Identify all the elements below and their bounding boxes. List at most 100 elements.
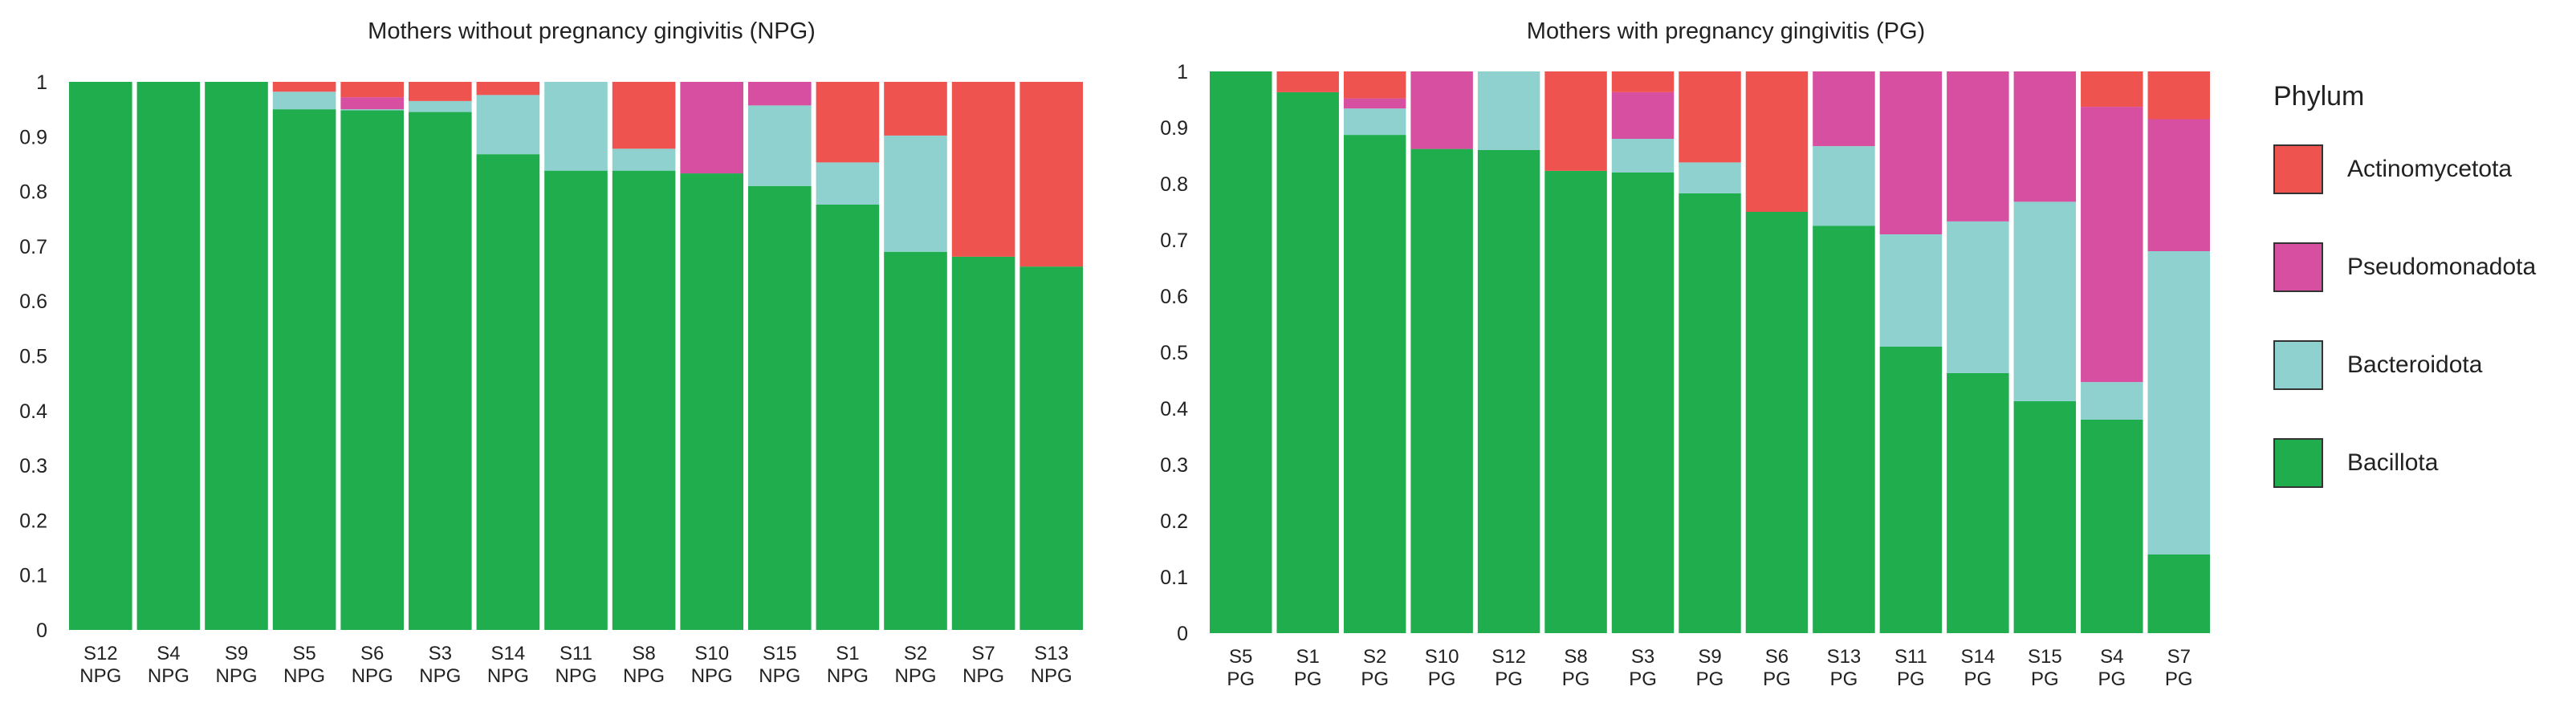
x-tick-group-label: NPG (962, 665, 1004, 687)
x-tick-group-label: PG (1294, 668, 1322, 690)
legend-item-pseudomonadota: Pseudomonadota (2273, 241, 2562, 294)
bar-s13-bacillota (1019, 266, 1083, 630)
bar-s7-actinomycetota (951, 82, 1015, 257)
x-tick-label: S3 (1631, 646, 1654, 668)
y-tick-label: 0.4 (1160, 398, 1188, 420)
x-tick-label: S5 (292, 643, 315, 664)
x-tick-label: S9 (1698, 646, 1721, 668)
legend-swatch-pseudomonadota (2273, 242, 2323, 292)
x-tick-label: S2 (904, 643, 927, 664)
x-tick-group-label: NPG (623, 665, 665, 687)
bar-s13-actinomycetota (1019, 82, 1083, 267)
bar-s14-pseudomonadota (1947, 71, 2009, 221)
bar-s2-pseudomonadota (1343, 98, 1406, 109)
x-tick-group-label: PG (1897, 668, 1925, 690)
x-tick-group-label: PG (1361, 668, 1389, 690)
x-tick-group-label: PG (2165, 668, 2193, 690)
x-tick-group-label: NPG (487, 665, 529, 687)
bar-s4-bacillota (2081, 420, 2143, 633)
bar-s5-bacteroidota (272, 91, 336, 110)
bar-s10-bacillota (1410, 148, 1473, 634)
legend-item-bacillota: Bacillota (2273, 437, 2562, 490)
bar-s7-actinomycetota (2147, 71, 2210, 120)
legend-swatch-actinomycetota (2273, 144, 2323, 194)
bar-s10-bacillota (680, 173, 743, 630)
bar-s4-actinomycetota (2081, 71, 2143, 108)
legend-swatch-bacillota (2273, 438, 2323, 488)
x-tick-label: S8 (632, 643, 655, 664)
x-tick-group-label: PG (2098, 668, 2126, 690)
x-tick-group-label: PG (1227, 668, 1255, 690)
bar-s6-bacillota (340, 110, 404, 630)
bar-s3-bacteroidota (409, 100, 472, 112)
bar-s8-bacteroidota (612, 148, 676, 171)
y-tick-label: 0.3 (19, 455, 47, 477)
bar-s8-bacillota (1544, 170, 1607, 633)
y-tick-label: 0.6 (19, 290, 47, 313)
legend-title: Phylum (2273, 81, 2365, 112)
x-tick-group-label: NPG (148, 665, 189, 687)
bar-s2-bacteroidota (1343, 108, 1406, 136)
bar-s3-pseudomonadota (1611, 91, 1675, 139)
x-tick-label: S10 (694, 643, 729, 664)
x-tick-label: S3 (429, 643, 452, 664)
bar-s5-actinomycetota (272, 82, 336, 92)
bar-s5-bacillota (272, 109, 336, 630)
legend-item-actinomycetota: Actinomycetota (2273, 143, 2562, 196)
bar-s9-bacillota (1679, 193, 1741, 633)
bar-s2-bacillota (884, 251, 947, 630)
legend-label-bacteroidota: Bacteroidota (2347, 351, 2483, 378)
bar-s1-bacteroidota (816, 162, 880, 205)
bar-s13-pseudomonadota (1813, 71, 1875, 147)
y-tick-label: 0.3 (1160, 454, 1188, 477)
y-tick-label: 0.8 (19, 181, 47, 204)
x-tick-label: S11 (560, 643, 592, 664)
bar-s13-bacteroidota (1813, 146, 1875, 226)
x-tick-group-label: NPG (79, 665, 121, 687)
x-tick-group-label: NPG (215, 665, 257, 687)
bar-s3-bacteroidota (1611, 139, 1675, 173)
x-tick-label: S12 (1491, 646, 1526, 668)
x-tick-label: S9 (225, 643, 248, 664)
x-tick-label: S5 (1229, 646, 1252, 668)
y-tick-label: 0 (36, 620, 47, 642)
x-tick-label: S1 (836, 643, 859, 664)
x-tick-group-label: NPG (691, 665, 733, 687)
x-tick-label: S6 (1765, 646, 1789, 668)
x-tick-group-label: NPG (419, 665, 461, 687)
y-tick-label: 0.4 (19, 400, 47, 423)
y-tick-label: 0.9 (19, 126, 47, 148)
chart-npg: Mothers without pregnancy gingivitis (NP… (19, 18, 1083, 687)
x-tick-label: S11 (1894, 646, 1927, 668)
bar-s6-actinomycetota (1745, 71, 1809, 212)
bar-s1-actinomycetota (1276, 71, 1339, 92)
x-tick-label: S14 (491, 643, 526, 664)
x-tick-group-label: NPG (1031, 665, 1072, 687)
x-tick-group-label: PG (1495, 668, 1523, 690)
bar-s2-bacteroidota (884, 135, 947, 252)
chart-pg: Mothers with pregnancy gingivitis (PG) 0 0… (1160, 18, 2210, 690)
x-tick-label: S1 (1296, 646, 1320, 668)
x-tick-group-label: NPG (894, 665, 936, 687)
bar-s8-actinomycetota (612, 82, 676, 149)
bar-s15-bacillota (748, 185, 812, 630)
x-tick-group-label: PG (1763, 668, 1791, 690)
bar-s4-bacillota (136, 82, 201, 630)
bar-s11-pseudomonadota (1879, 71, 1943, 234)
bar-s3-bacillota (409, 112, 472, 630)
bar-s9-actinomycetota (1679, 71, 1741, 163)
x-tick-group-label: PG (1562, 668, 1590, 690)
bar-s9-bacillota (205, 82, 268, 630)
bar-s13-bacillota (1813, 225, 1875, 633)
x-tick-label: S4 (157, 643, 180, 664)
bar-s4-pseudomonadota (2081, 107, 2143, 383)
x-tick-label: S6 (360, 643, 384, 664)
bar-s9-bacteroidota (1679, 162, 1741, 193)
x-tick-group-label: PG (1830, 668, 1858, 690)
bar-s15-bacteroidota (748, 105, 812, 186)
x-tick-group-label: PG (1964, 668, 1992, 690)
y-tick-label: 0.5 (1160, 342, 1188, 364)
x-tick-label: S14 (1961, 646, 1996, 668)
y-tick-label: 0.2 (19, 510, 47, 532)
bar-s15-bacillota (2013, 400, 2077, 633)
